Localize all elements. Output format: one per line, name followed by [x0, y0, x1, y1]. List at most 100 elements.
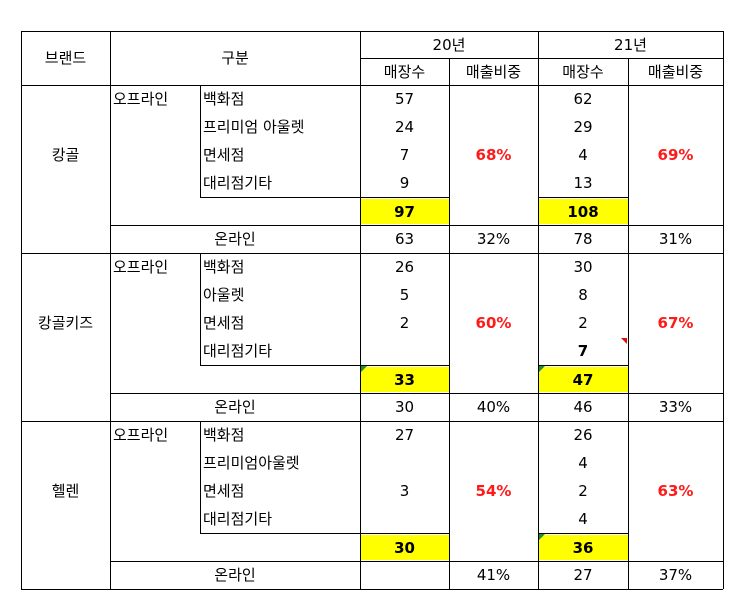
grid-line	[449, 58, 450, 589]
grid-line	[200, 253, 201, 365]
grid-line	[200, 421, 201, 533]
store-count-21: 30	[573, 258, 593, 276]
online-share-21: 31%	[658, 230, 693, 248]
comment-indicator-green	[539, 366, 545, 372]
online-stores-20	[360, 561, 449, 589]
comment-indicator-green	[539, 534, 545, 540]
offline-label: 오프라인	[113, 426, 169, 444]
offline-share-21: 63%	[657, 482, 694, 500]
grid-line	[21, 589, 723, 590]
store-count-21: 7	[577, 342, 589, 360]
store-count-20: 24	[394, 118, 415, 136]
offline-total-20: 33	[360, 367, 449, 392]
offline-total-20: 97	[360, 199, 449, 224]
store-count-21: 13	[573, 174, 593, 192]
grid-line	[21, 85, 723, 86]
store-count-21: 2	[578, 482, 588, 500]
store-count-20: 3	[399, 482, 410, 500]
channel-name: 백화점	[203, 90, 245, 108]
grid-line	[200, 197, 360, 198]
online-stores-20: 63	[394, 230, 415, 248]
offline-share-20: 54%	[475, 482, 512, 500]
grid-line	[200, 533, 360, 534]
store-count-21: 4	[578, 510, 588, 528]
online-share-21: 37%	[658, 566, 693, 584]
grid-line	[110, 561, 723, 562]
grid-line	[110, 31, 111, 589]
header-share-21: 매출비중	[647, 62, 704, 81]
store-count-20: 2	[399, 314, 410, 332]
offline-share-20: 68%	[475, 146, 512, 164]
channel-name: 대리점기타	[203, 342, 273, 360]
grid-line	[200, 85, 201, 197]
offline-total-21: 47	[538, 367, 628, 392]
online-stores-20: 30	[394, 398, 415, 416]
offline-total-20: 30	[360, 535, 449, 560]
comment-indicator-green	[361, 366, 367, 372]
online-stores-21: 78	[573, 230, 593, 248]
grid-line	[110, 225, 723, 226]
online-share-20: 41%	[476, 566, 511, 584]
comment-indicator-red	[621, 338, 627, 344]
offline-share-21: 67%	[657, 314, 694, 332]
header-year-21: 21년	[614, 35, 647, 54]
grid-line	[360, 197, 449, 198]
brand-label: 캉골키즈	[37, 314, 94, 332]
store-count-21: 4	[578, 454, 588, 472]
online-stores-21: 46	[573, 398, 593, 416]
offline-label: 오프라인	[113, 90, 169, 108]
online-share-20: 32%	[476, 230, 511, 248]
store-count-21: 29	[573, 118, 593, 136]
grid-line	[21, 31, 723, 32]
channel-name: 대리점기타	[203, 174, 273, 192]
header-category: 구분	[221, 49, 249, 67]
channel-name: 백화점	[203, 258, 245, 276]
grid-line	[723, 31, 724, 589]
store-count-20	[360, 449, 449, 477]
online-share-20: 40%	[476, 398, 511, 416]
online-stores-21: 27	[573, 566, 593, 584]
channel-name: 아울렛	[203, 286, 245, 304]
online-label: 온라인	[214, 230, 256, 248]
grid-line	[21, 31, 22, 589]
offline-label: 오프라인	[113, 258, 169, 276]
header-brand: 브랜드	[44, 49, 87, 67]
store-count-21: 2	[578, 314, 588, 332]
store-count-20: 27	[394, 426, 415, 444]
channel-name: 대리점기타	[203, 510, 273, 528]
header-year-20: 20년	[432, 35, 466, 54]
grid-line	[628, 58, 629, 589]
grid-line	[538, 533, 628, 534]
store-count-21: 26	[573, 426, 593, 444]
channel-name: 면세점	[203, 146, 245, 164]
channel-name: 면세점	[203, 482, 245, 500]
online-share-21: 33%	[658, 398, 693, 416]
store-count-20: 57	[394, 90, 415, 108]
channel-name: 백화점	[203, 426, 245, 444]
header-share-20: 매출비중	[465, 62, 522, 81]
store-count-21: 62	[573, 90, 593, 108]
store-count-20	[360, 337, 449, 365]
store-count-20	[360, 505, 449, 533]
channel-name: 프리미엄아울렛	[203, 454, 300, 472]
grid-line	[360, 58, 723, 59]
store-count-20: 26	[394, 258, 415, 276]
store-count-20: 9	[399, 174, 410, 192]
grid-line	[360, 533, 449, 534]
offline-share-20: 60%	[475, 314, 512, 332]
grid-line	[21, 421, 723, 422]
grid-line	[538, 31, 539, 589]
offline-share-21: 69%	[657, 146, 694, 164]
grid-line	[538, 365, 628, 366]
online-label: 온라인	[214, 566, 256, 584]
channel-name: 면세점	[203, 314, 245, 332]
header-stores-20: 매장수	[383, 62, 426, 81]
store-count-21: 4	[578, 146, 588, 164]
grid-line	[360, 365, 449, 366]
grid-line	[200, 365, 360, 366]
store-count-20: 5	[399, 286, 410, 304]
brand-label: 헬렌	[51, 482, 80, 500]
offline-total-21: 108	[538, 199, 628, 224]
grid-line	[21, 253, 723, 254]
